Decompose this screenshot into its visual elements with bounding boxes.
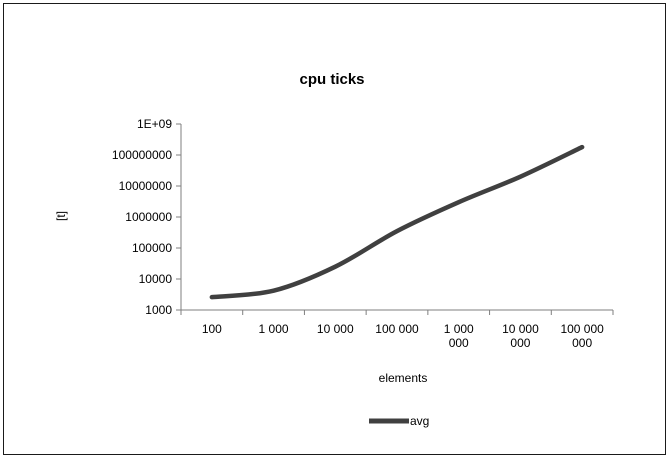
y-axis-label: [t] <box>54 211 68 221</box>
y-tick-label: 10000 <box>139 272 173 286</box>
chart-title: cpu ticks <box>299 71 364 88</box>
y-tick-label: 1000 <box>145 303 172 317</box>
y-tick-label: 1E+09 <box>137 117 172 131</box>
y-tick-label: 1000000 <box>125 210 172 224</box>
axes <box>176 123 614 315</box>
x-axis-label: elements <box>379 371 428 385</box>
x-tick-label: 000 <box>449 336 469 350</box>
x-tick-label: 10 000 <box>502 322 539 336</box>
x-tick-label: 1 000 <box>259 322 289 336</box>
series-line-avg <box>209 144 585 300</box>
chart-frame <box>3 3 666 455</box>
y-tick-label: 10000000 <box>119 179 173 193</box>
x-tick-label: 100 <box>202 322 222 336</box>
y-tick-label: 100000 <box>132 241 172 255</box>
x-tick-label: 10 000 <box>317 322 354 336</box>
x-tick-label: 100 000 <box>375 322 419 336</box>
y-tick-label: 100000000 <box>112 148 172 162</box>
x-tick-label: 000 <box>510 336 530 350</box>
x-tick-label: 000 <box>572 336 592 350</box>
x-tick-label: 100 000 <box>560 322 604 336</box>
legend-label: avg <box>410 414 429 428</box>
series-layer <box>209 144 585 300</box>
x-tick-label: 1 000 <box>444 322 474 336</box>
y-tick-labels: 1E+09 100000000 10000000 1000000 100000 10000… <box>112 117 172 317</box>
